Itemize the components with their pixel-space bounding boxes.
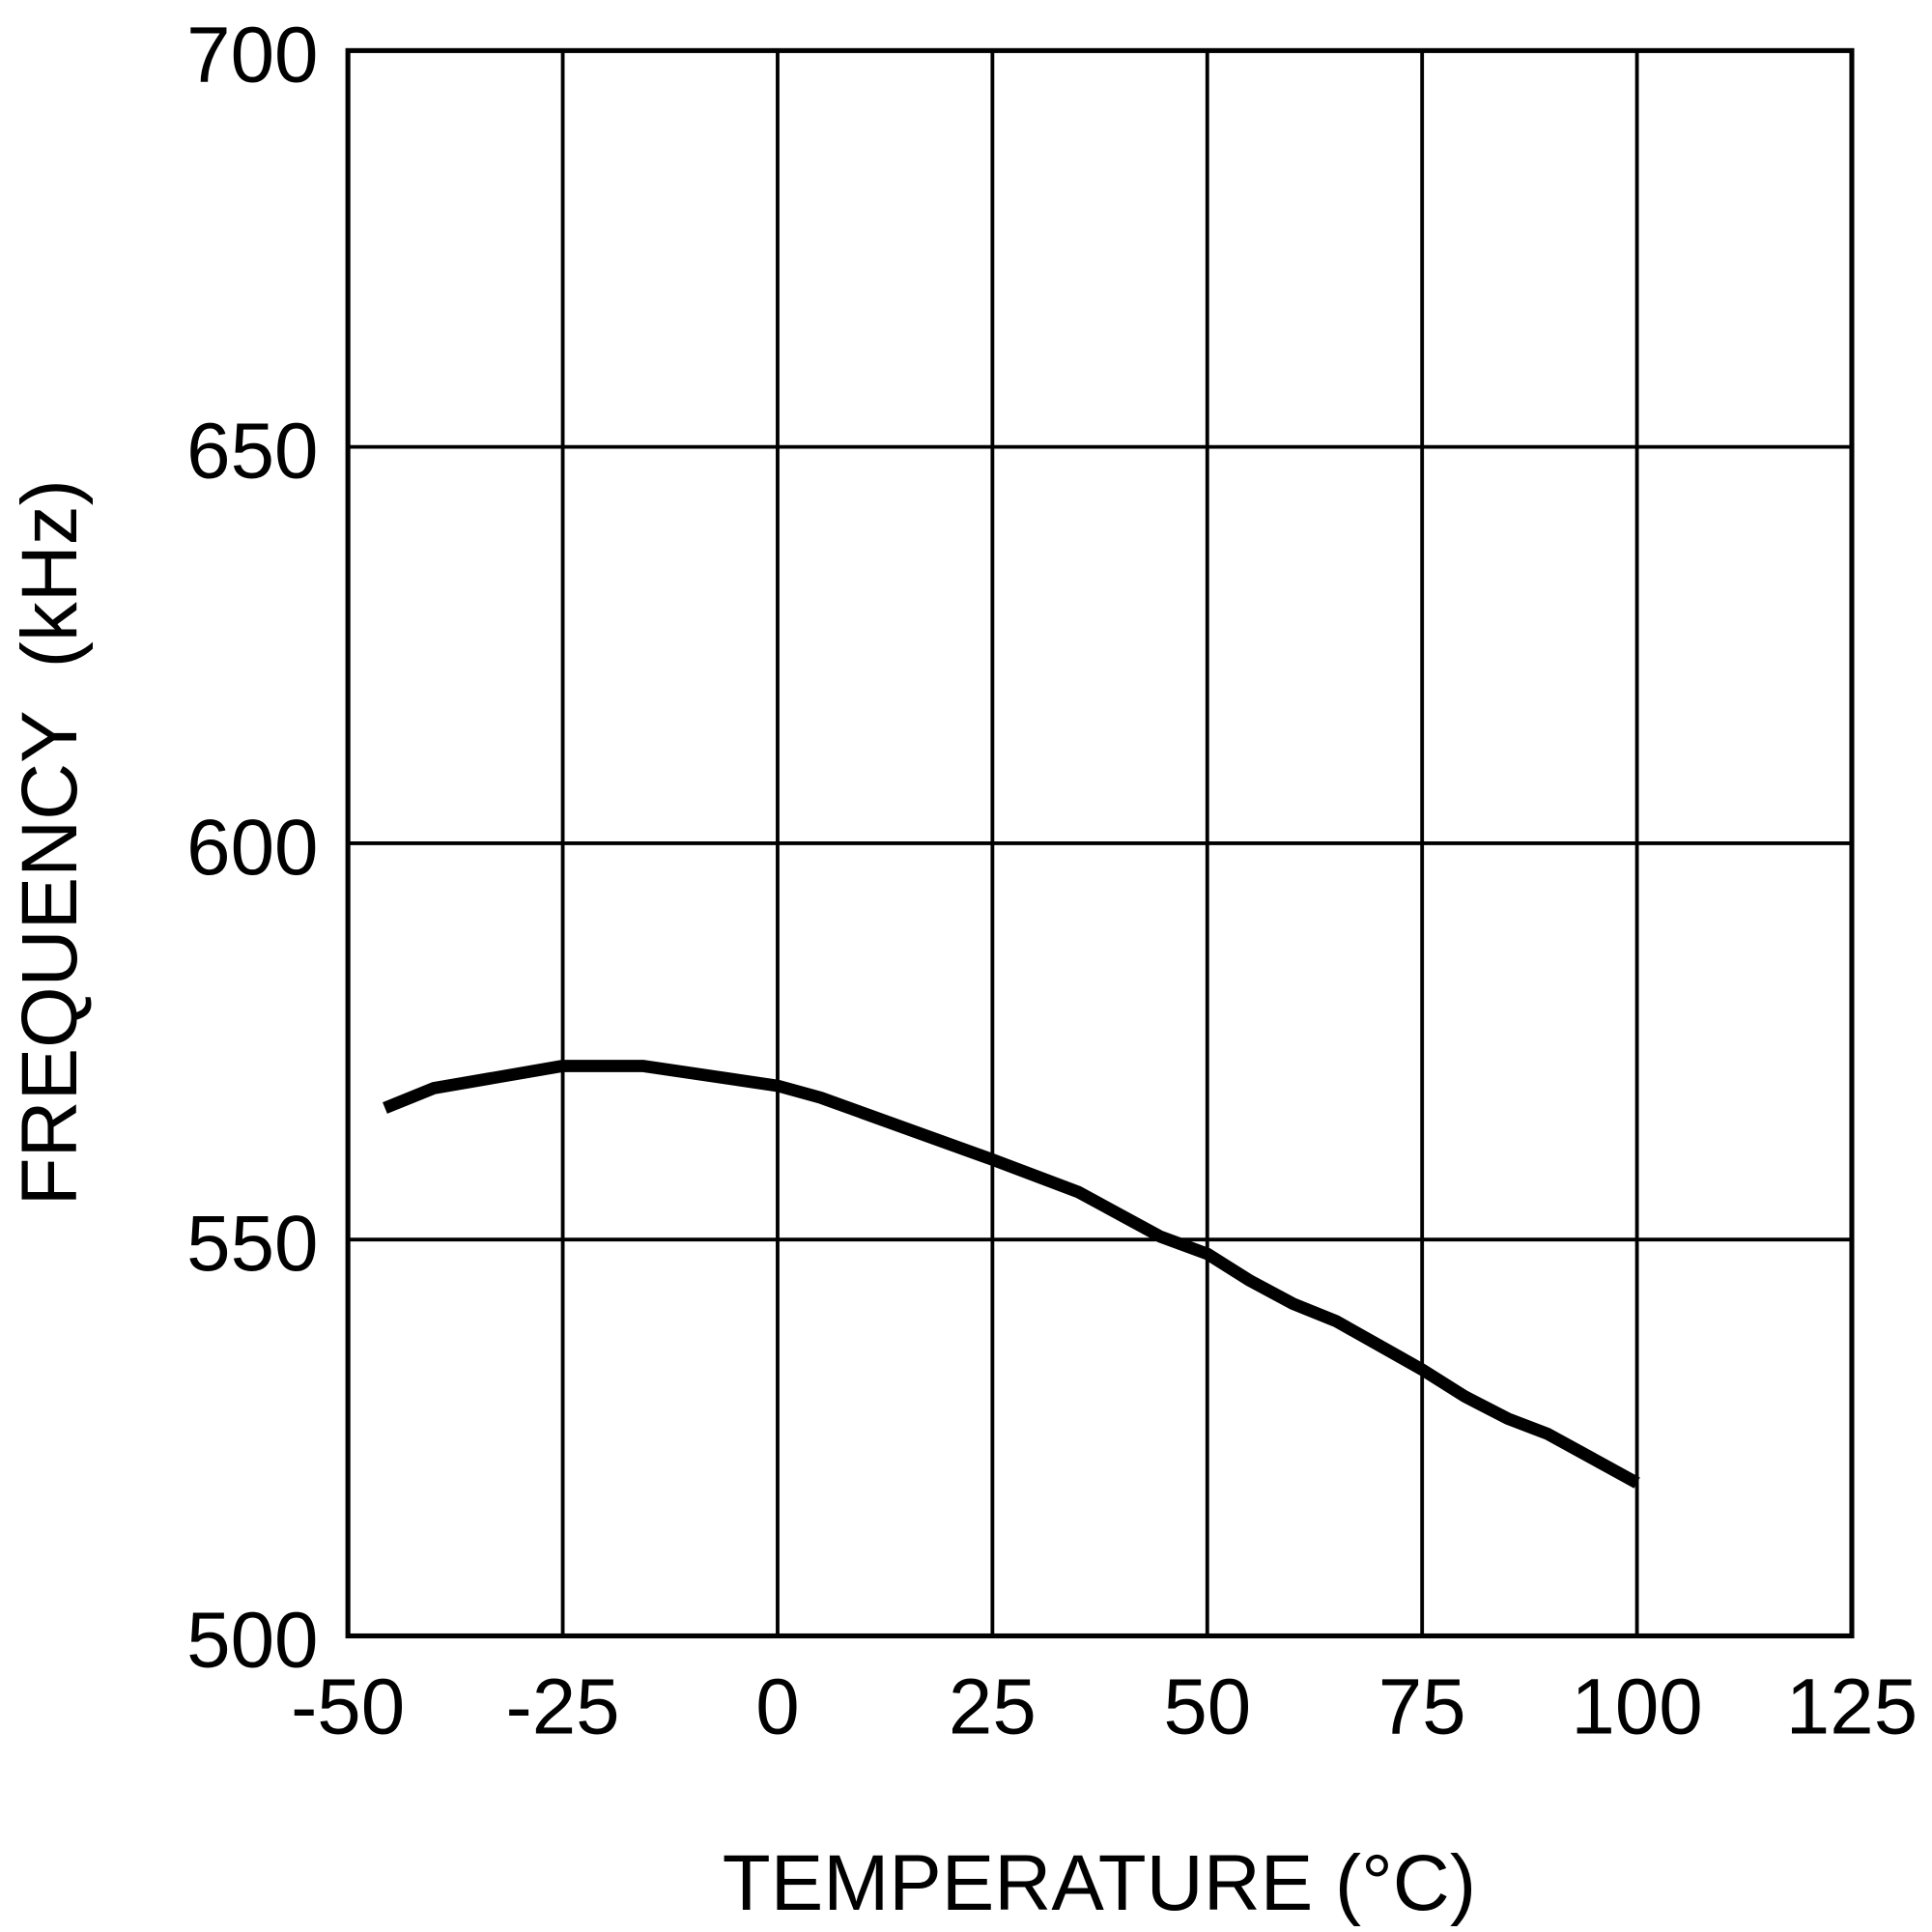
y-tick-labels: 500 550 600 650 700 — [186, 11, 318, 1684]
y-tick-label: 550 — [186, 1200, 318, 1288]
x-tick-label: 75 — [1378, 1662, 1466, 1750]
x-tick-label: -50 — [291, 1662, 405, 1750]
x-tick-label: 125 — [1786, 1662, 1918, 1750]
x-tick-labels: -50 -25 0 25 50 75 100 125 — [291, 1662, 1918, 1750]
y-tick-label: 650 — [186, 408, 318, 496]
series-line — [383, 1060, 1640, 1489]
plot-frame — [345, 47, 1855, 1639]
x-tick-label: 25 — [949, 1662, 1037, 1750]
y-tick-label: 500 — [186, 1596, 318, 1684]
y-tick-label: 600 — [186, 804, 318, 892]
x-tick-label: 0 — [755, 1662, 799, 1750]
x-axis-label: TEMPERATURE (°C) — [723, 1839, 1476, 1927]
y-axis-label: FREQUENCY (kHz) — [6, 479, 94, 1206]
grid — [346, 48, 1854, 1638]
x-tick-label: -25 — [506, 1662, 620, 1750]
y-tick-label: 700 — [186, 11, 318, 99]
x-tick-label: 100 — [1571, 1662, 1702, 1750]
x-tick-label: 50 — [1163, 1662, 1251, 1750]
